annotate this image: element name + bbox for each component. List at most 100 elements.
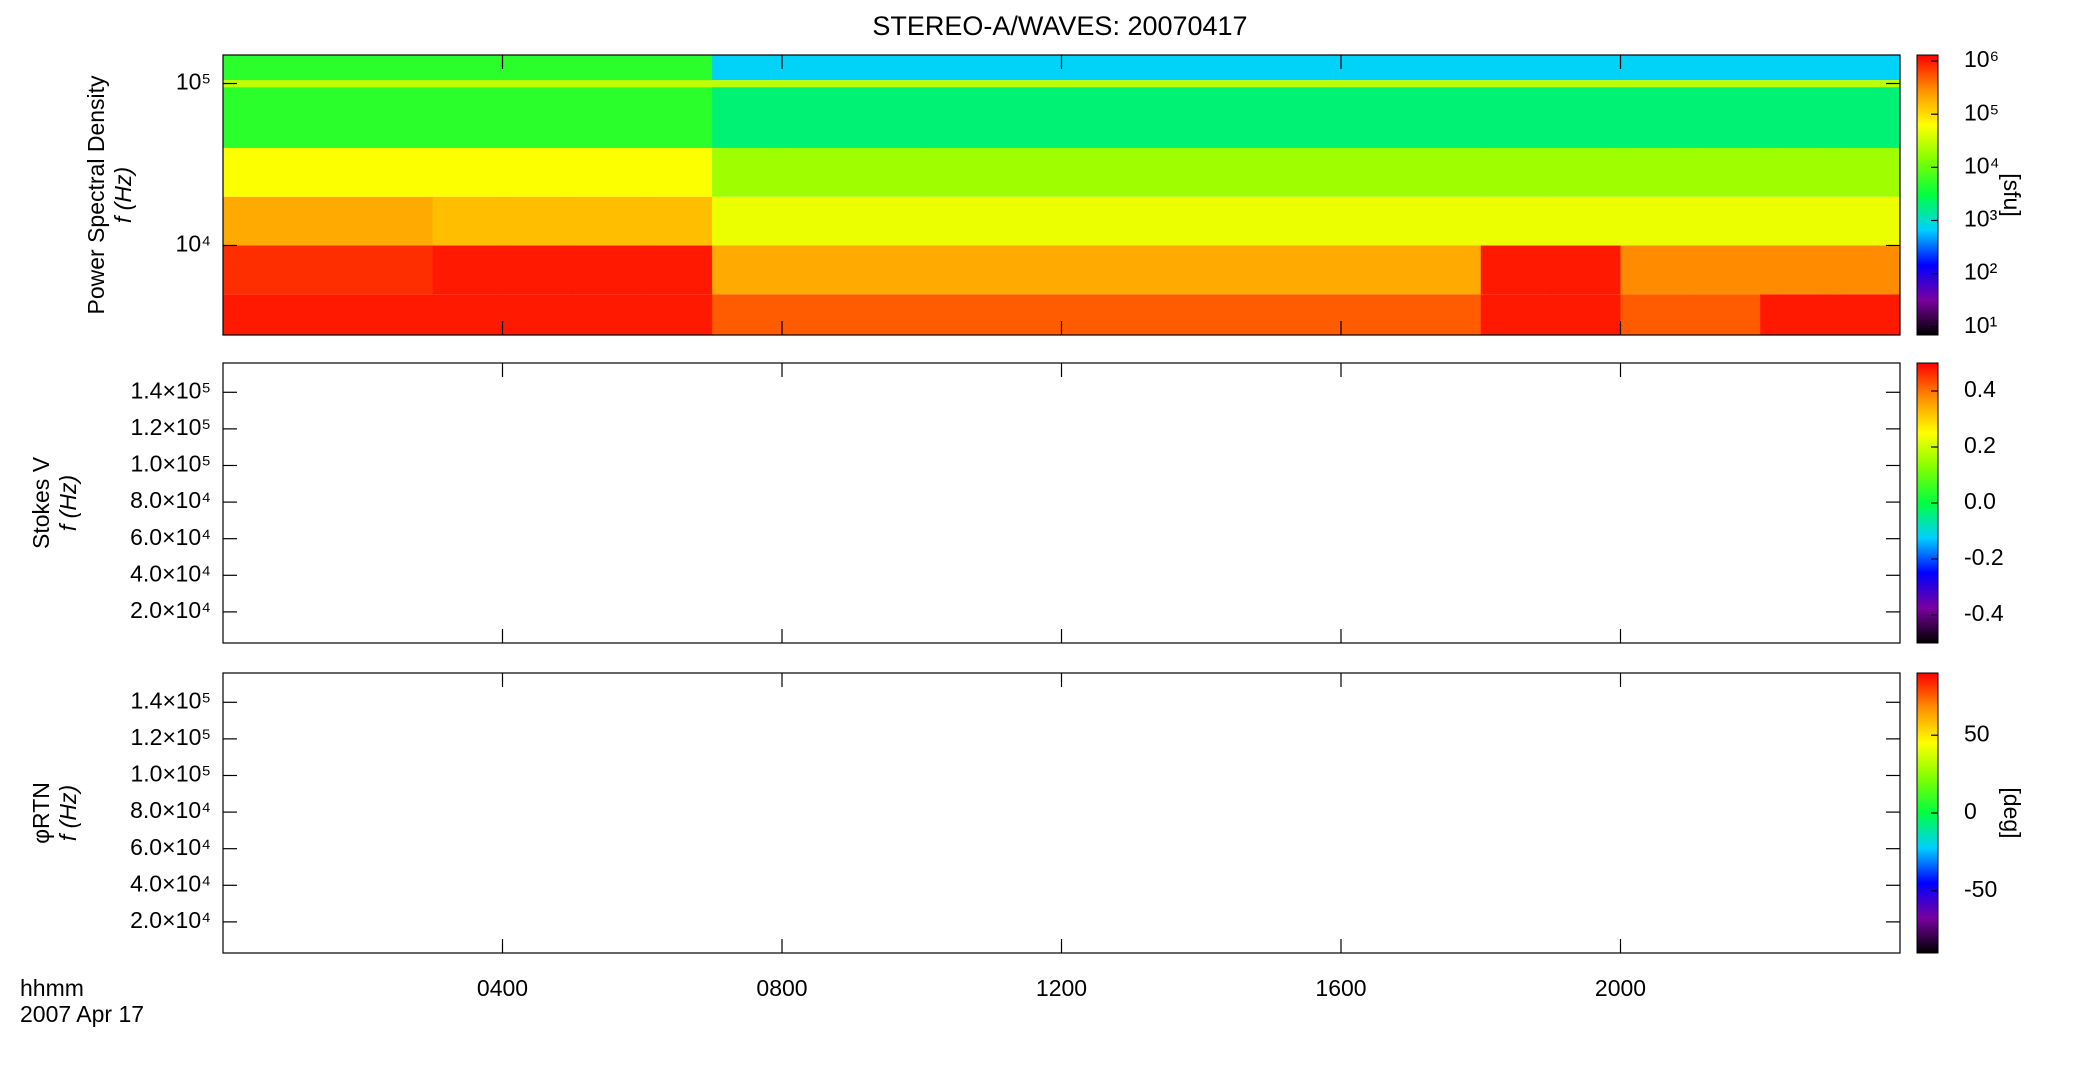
- heatmap-cell: [1410, 55, 1482, 81]
- heatmap-cell: [362, 245, 434, 295]
- heatmap-cell: [1271, 196, 1342, 246]
- heatmap-cell: [292, 196, 364, 246]
- heatmap-cell: [782, 80, 853, 88]
- heatmap-cell: [712, 80, 783, 88]
- heatmap-cell: [1550, 147, 1621, 197]
- heatmap-cell: [1830, 147, 1901, 197]
- y-tick-label: 1.4×10⁵: [130, 687, 211, 713]
- heatmap-cell: [851, 87, 923, 148]
- heatmap-cell: [1341, 196, 1412, 246]
- y-axis-label: f (Hz): [55, 475, 81, 531]
- colorbar-tick-label: 10⁵: [1964, 99, 1999, 125]
- heatmap-cell: [1760, 55, 1831, 81]
- heatmap-cell: [1341, 87, 1412, 148]
- colorbar-tick-label: 0: [1964, 798, 1977, 824]
- heatmap-cell: [1690, 80, 1761, 88]
- heatmap-cell: [851, 245, 923, 295]
- y-tick-label: 6.0×10⁴: [130, 834, 211, 860]
- heatmap-cell: [1410, 294, 1482, 335]
- heatmap-cell: [1620, 245, 1691, 295]
- y-tick-label: 10⁴: [176, 231, 211, 257]
- heatmap-cell: [642, 245, 713, 295]
- heatmap-cell: [1760, 80, 1831, 88]
- plot-frame: [222, 672, 1901, 954]
- heatmap-cell: [292, 147, 364, 197]
- heatmap-cell: [1550, 196, 1621, 246]
- heatmap-cell: [1480, 80, 1552, 88]
- heatmap-cell: [991, 55, 1062, 81]
- heatmap-cell: [921, 147, 993, 197]
- heatmap-cell: [502, 55, 573, 81]
- heatmap-cell: [1341, 147, 1412, 197]
- heatmap-cell: [362, 80, 434, 88]
- heatmap-cell: [362, 55, 434, 81]
- heatmap-cell: [1131, 55, 1202, 81]
- heatmap-cell: [223, 87, 294, 148]
- heatmap-cell: [1550, 80, 1621, 88]
- y-tick-label: 10⁵: [176, 69, 211, 95]
- heatmap-cell: [1550, 55, 1621, 81]
- heatmap-cell: [1131, 196, 1202, 246]
- heatmap-cell: [712, 294, 783, 335]
- colorbar-tick-label: -0.4: [1964, 600, 2004, 626]
- heatmap-cell: [292, 294, 364, 335]
- heatmap-cell: [1760, 196, 1831, 246]
- heatmap-cell: [223, 245, 294, 295]
- colorbar-tick-label: -0.2: [1964, 544, 2004, 570]
- colorbar-tick-label: 10⁴: [1964, 152, 1999, 178]
- heatmap-cell: [991, 294, 1062, 335]
- heatmap-cell: [1271, 294, 1342, 335]
- heatmap-cell: [432, 87, 503, 148]
- heatmap-cell: [572, 87, 643, 148]
- heatmap-cell: [1271, 245, 1342, 295]
- heatmap-cell: [432, 245, 503, 295]
- heatmap-cell: [1271, 147, 1342, 197]
- heatmap-cell: [1480, 294, 1552, 335]
- x-axis-date: 2007 Apr 17: [20, 1001, 144, 1027]
- heatmap-cell: [292, 87, 364, 148]
- x-tick-label: 1600: [1315, 975, 1366, 1001]
- heatmap-cell: [851, 55, 923, 81]
- heatmap-cell: [642, 87, 713, 148]
- heatmap-cell: [362, 147, 434, 197]
- heatmap-cell: [1690, 87, 1761, 148]
- colorbar-tick-label: -50: [1964, 876, 1997, 902]
- heatmap-cell: [1410, 196, 1482, 246]
- y-axis-label: f (Hz): [110, 167, 136, 223]
- heatmap-cell: [1620, 87, 1691, 148]
- heatmap-cell: [1760, 294, 1831, 335]
- heatmap-cell: [1690, 294, 1761, 335]
- heatmap-cell: [1480, 87, 1552, 148]
- heatmap-cell: [782, 147, 853, 197]
- heatmap-cell: [1061, 87, 1132, 148]
- heatmap-cell: [572, 245, 643, 295]
- heatmap-cell: [1690, 196, 1761, 246]
- heatmap-cell: [991, 245, 1062, 295]
- heatmap-cell: [292, 55, 364, 81]
- y-tick-label: 1.2×10⁵: [130, 724, 211, 750]
- heatmap-cell: [572, 196, 643, 246]
- heatmap-cell: [1690, 147, 1761, 197]
- heatmap-cell: [1131, 245, 1202, 295]
- heatmap-cell: [851, 147, 923, 197]
- heatmap-cell: [1410, 147, 1482, 197]
- heatmap-cell: [1620, 147, 1691, 197]
- heatmap-cell: [1550, 87, 1621, 148]
- y-tick-label: 1.4×10⁵: [130, 377, 211, 403]
- heatmap-cell: [1620, 196, 1691, 246]
- heatmap-cell: [921, 294, 993, 335]
- heatmap-cell: [1201, 87, 1272, 148]
- heatmap-cell: [1690, 55, 1761, 81]
- heatmap-cell: [921, 87, 993, 148]
- y-tick-label: 6.0×10⁴: [130, 524, 211, 550]
- heatmap-cell: [782, 294, 853, 335]
- heatmap-cell: [1830, 87, 1901, 148]
- y-tick-label: 4.0×10⁴: [130, 560, 211, 586]
- heatmap-cell: [1410, 87, 1482, 148]
- heatmap-cell: [1550, 245, 1621, 295]
- heatmap-cell: [502, 147, 573, 197]
- heatmap-cell: [432, 147, 503, 197]
- heatmap-cell: [1550, 294, 1621, 335]
- heatmap-cell: [782, 55, 853, 81]
- heatmap-cell: [921, 196, 993, 246]
